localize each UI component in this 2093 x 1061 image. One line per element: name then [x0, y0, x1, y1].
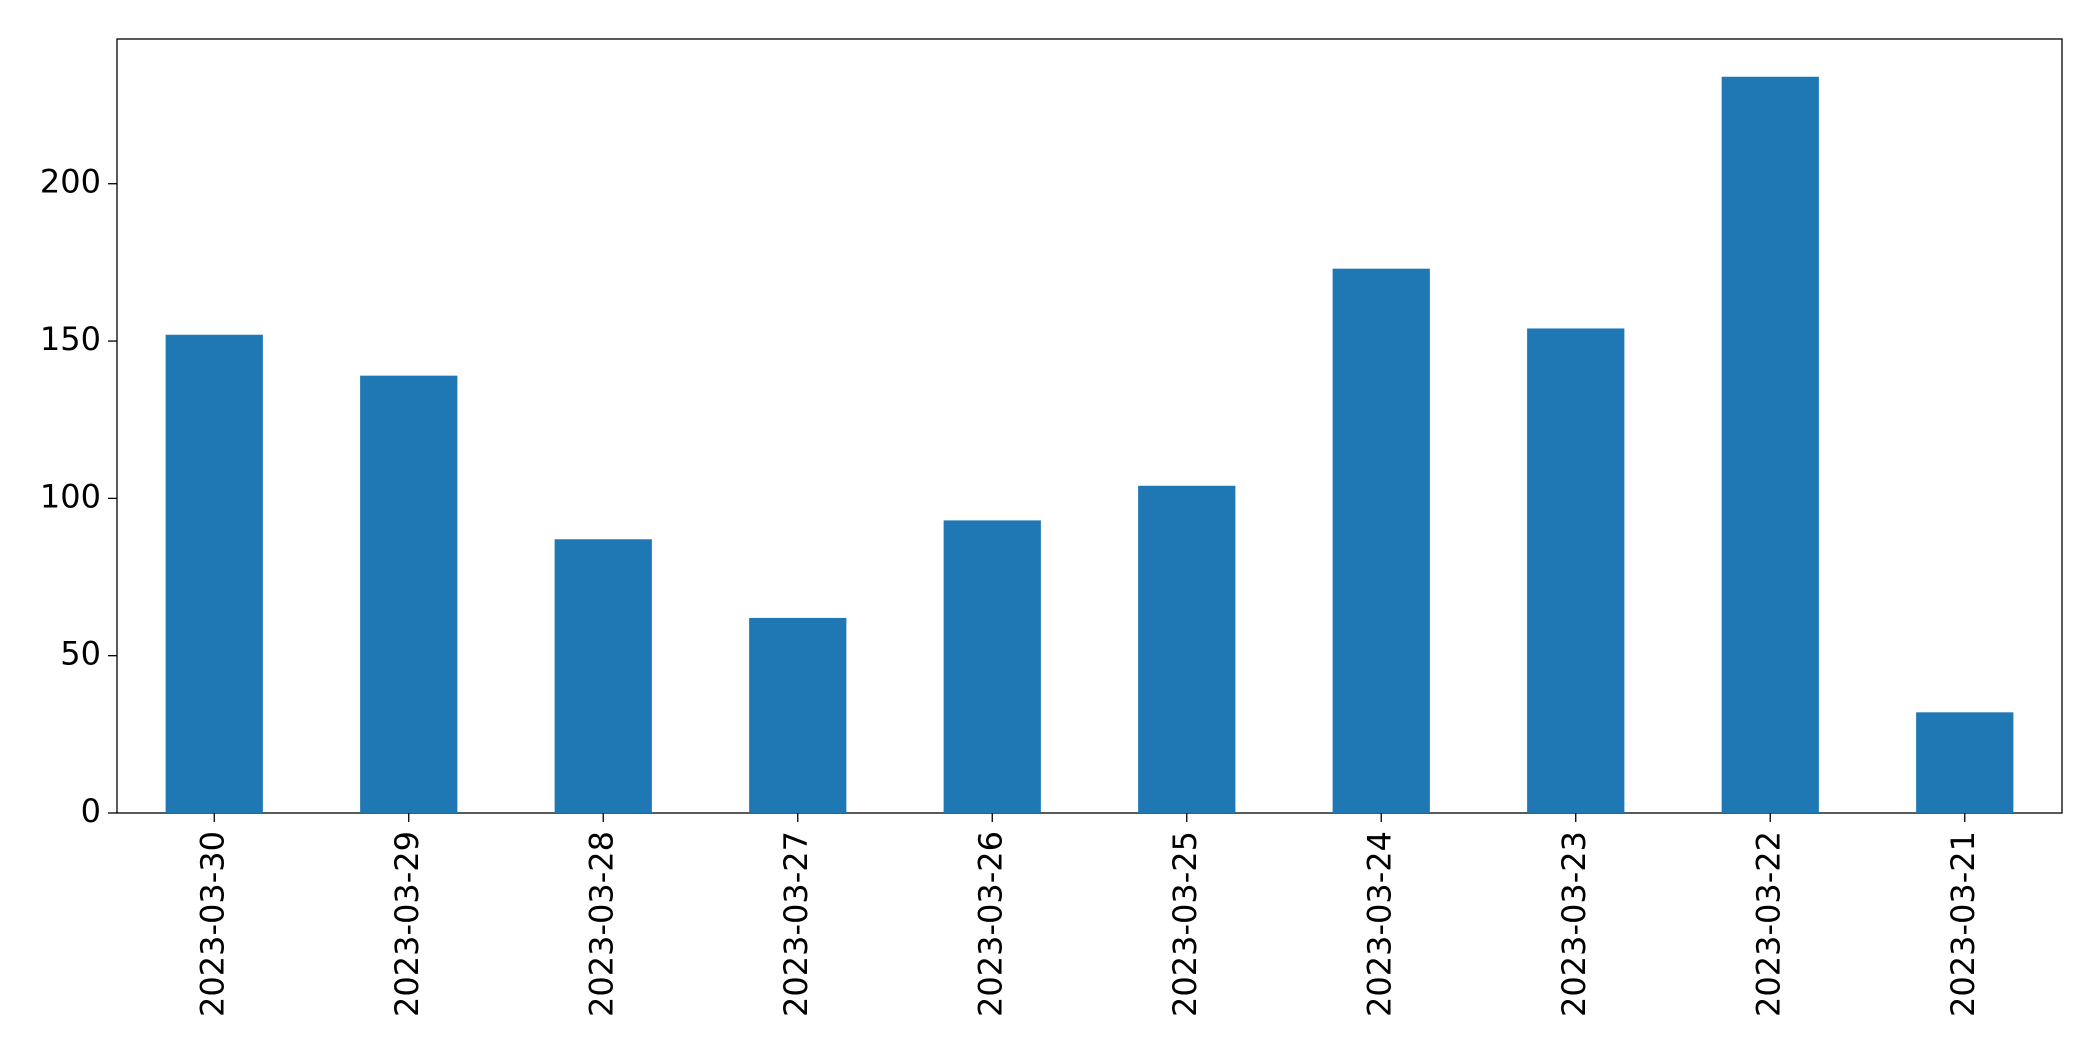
x-tick-label: 2023-03-23	[1555, 831, 1593, 1017]
y-tick-label: 100	[40, 477, 101, 515]
bar	[1138, 485, 1236, 813]
x-tick-label: 2023-03-26	[971, 831, 1009, 1017]
bar	[1916, 712, 2014, 813]
bar	[1527, 328, 1625, 813]
bar	[1332, 268, 1430, 813]
y-tick-label: 50	[60, 635, 101, 673]
x-tick-label: 2023-03-22	[1749, 831, 1787, 1017]
bar	[1721, 76, 1819, 813]
y-tick-label: 0	[81, 792, 101, 830]
axes-frame	[116, 38, 2063, 814]
bar	[749, 617, 847, 813]
bar	[360, 375, 458, 813]
bar	[554, 539, 652, 813]
bar	[165, 334, 263, 813]
bar	[943, 520, 1041, 813]
x-tick-label: 2023-03-28	[582, 831, 620, 1017]
x-tick-label: 2023-03-25	[1166, 831, 1204, 1017]
y-tick-label: 150	[40, 320, 101, 358]
x-tick-label: 2023-03-21	[1944, 831, 1982, 1017]
x-tick-label: 2023-03-24	[1360, 831, 1398, 1017]
x-tick-label: 2023-03-27	[777, 831, 815, 1017]
x-tick-label: 2023-03-30	[193, 831, 231, 1017]
y-tick-label: 200	[40, 163, 101, 201]
x-tick-label: 2023-03-29	[388, 831, 426, 1017]
